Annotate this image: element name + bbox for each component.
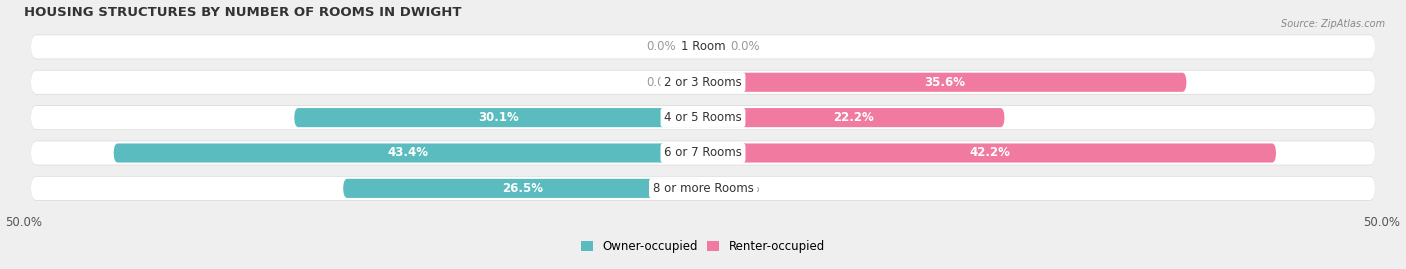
Text: Source: ZipAtlas.com: Source: ZipAtlas.com <box>1281 19 1385 29</box>
Text: 1 Room: 1 Room <box>681 40 725 53</box>
FancyBboxPatch shape <box>31 176 1375 201</box>
FancyBboxPatch shape <box>31 106 1375 129</box>
FancyBboxPatch shape <box>31 105 1375 130</box>
FancyBboxPatch shape <box>31 34 1375 59</box>
Text: 43.4%: 43.4% <box>388 147 429 160</box>
Text: 0.0%: 0.0% <box>730 182 759 195</box>
Text: 2 or 3 Rooms: 2 or 3 Rooms <box>664 76 742 89</box>
FancyBboxPatch shape <box>31 141 1375 165</box>
Text: 0.0%: 0.0% <box>647 76 676 89</box>
Text: 35.6%: 35.6% <box>924 76 965 89</box>
FancyBboxPatch shape <box>703 73 1187 92</box>
FancyBboxPatch shape <box>31 35 1375 59</box>
FancyBboxPatch shape <box>343 179 703 198</box>
Text: 42.2%: 42.2% <box>969 147 1010 160</box>
Text: 30.1%: 30.1% <box>478 111 519 124</box>
Text: 22.2%: 22.2% <box>834 111 875 124</box>
Legend: Owner-occupied, Renter-occupied: Owner-occupied, Renter-occupied <box>576 235 830 258</box>
Text: 4 or 5 Rooms: 4 or 5 Rooms <box>664 111 742 124</box>
Text: 26.5%: 26.5% <box>502 182 544 195</box>
FancyBboxPatch shape <box>703 143 1277 162</box>
FancyBboxPatch shape <box>114 143 703 162</box>
Text: HOUSING STRUCTURES BY NUMBER OF ROOMS IN DWIGHT: HOUSING STRUCTURES BY NUMBER OF ROOMS IN… <box>24 6 461 19</box>
Text: 8 or more Rooms: 8 or more Rooms <box>652 182 754 195</box>
FancyBboxPatch shape <box>294 108 703 127</box>
FancyBboxPatch shape <box>31 141 1375 165</box>
FancyBboxPatch shape <box>31 70 1375 94</box>
Text: 0.0%: 0.0% <box>730 40 759 53</box>
FancyBboxPatch shape <box>703 108 1004 127</box>
Text: 6 or 7 Rooms: 6 or 7 Rooms <box>664 147 742 160</box>
FancyBboxPatch shape <box>31 177 1375 200</box>
FancyBboxPatch shape <box>31 70 1375 95</box>
Text: 0.0%: 0.0% <box>647 40 676 53</box>
